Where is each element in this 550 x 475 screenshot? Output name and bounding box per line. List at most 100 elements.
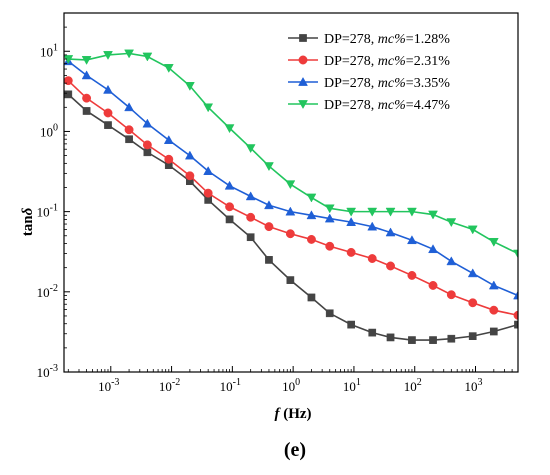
data-point (513, 249, 518, 259)
data-point (264, 162, 274, 172)
data-point (103, 84, 113, 94)
data-point (407, 235, 417, 245)
data-point (246, 233, 255, 242)
data-point (489, 305, 499, 315)
y-tick-label: 10-3 (37, 363, 58, 380)
data-point (184, 82, 195, 91)
data-point (385, 227, 396, 237)
x-tick-label: 10-1 (220, 377, 241, 394)
data-point (428, 281, 438, 290)
legend-marker (298, 76, 308, 86)
data-point (184, 150, 195, 160)
series-line (67, 93, 518, 341)
data-point (429, 336, 437, 344)
data-point (386, 333, 395, 342)
data-point (513, 290, 518, 300)
legend-marker (298, 100, 308, 110)
data-point (81, 56, 92, 65)
legend-entry: DP=278, mc%=2.31% (288, 54, 450, 69)
data-point (428, 210, 438, 220)
y-tick-label: 10-1 (37, 203, 58, 220)
data-point (245, 191, 256, 201)
data-point (446, 290, 456, 300)
x-tick-label: 10-2 (159, 377, 180, 394)
data-point (285, 206, 296, 216)
data-point (468, 332, 477, 340)
data-point (246, 212, 256, 222)
x-tick-label: 100 (282, 377, 300, 394)
data-point (489, 327, 498, 336)
data-point (64, 76, 73, 86)
data-point (103, 51, 113, 60)
data-point (163, 64, 174, 73)
x-axis-label: f (Hz) (274, 406, 311, 422)
data-point (264, 200, 274, 210)
series-3 (64, 56, 518, 300)
data-point (163, 135, 174, 144)
data-point (104, 121, 112, 129)
legend-entry: DP=278, mc%=4.47% (288, 98, 450, 113)
data-point (306, 193, 317, 203)
data-point (64, 90, 73, 99)
data-point (307, 293, 316, 302)
data-point (447, 334, 456, 343)
data-point (467, 268, 478, 278)
data-point (143, 148, 152, 157)
x-tick-label: 102 (404, 377, 422, 394)
y-tick-label: 101 (40, 42, 58, 59)
data-point (264, 222, 274, 232)
data-point (164, 154, 174, 164)
data-point (386, 261, 395, 271)
legend-marker (298, 55, 308, 65)
data-point (142, 52, 153, 62)
legend-entry: DP=278, mc%=3.35% (288, 76, 450, 91)
data-point (124, 102, 135, 112)
data-point (446, 256, 457, 266)
series-1 (64, 90, 518, 344)
ticks-layer: 10-3 10-2 10-1 100 101 102 103 10-3 10-2 10-1 100 1… (37, 26, 513, 394)
legend: DP=278, mc%=1.28% DP=278, mc%=2.31% DP=278… (288, 32, 450, 113)
x-tick-label: 10-3 (98, 377, 119, 394)
panel-label: (e) (284, 439, 306, 461)
data-point (346, 207, 357, 217)
data-point (467, 225, 478, 235)
plot-frame (63, 12, 519, 373)
data-point (124, 125, 134, 135)
data-point (185, 171, 195, 181)
data-point (446, 218, 457, 228)
legend-entry: DP=278, mc%=1.28% (288, 32, 450, 47)
data-point (125, 135, 133, 144)
data-point (81, 70, 92, 80)
x-tick-label: 103 (465, 377, 483, 394)
x-tick-label: 101 (343, 377, 361, 394)
data-point (265, 256, 273, 264)
data-point (225, 215, 234, 224)
series-2 (64, 76, 518, 320)
legend-label: DP=278, mc%=3.35% (324, 76, 450, 91)
y-axis-label: tanδ (20, 207, 36, 236)
data-point (142, 118, 153, 128)
legend-label: DP=278, mc%=1.28% (324, 32, 450, 47)
data-point (82, 107, 91, 115)
data-point (142, 140, 152, 150)
data-point (245, 144, 256, 154)
data-point (306, 210, 317, 220)
data-point (514, 320, 518, 329)
data-point (346, 247, 356, 257)
data-point (468, 298, 478, 308)
data-point (407, 270, 417, 280)
data-point (368, 328, 377, 337)
data-point (367, 221, 378, 231)
data-point (408, 336, 416, 344)
data-point (224, 180, 235, 190)
legend-marker (299, 34, 307, 42)
series-4 (64, 49, 518, 259)
data-point (346, 217, 357, 226)
data-point (225, 202, 235, 212)
data-point (224, 124, 235, 134)
data-point (203, 103, 214, 113)
data-point (324, 213, 335, 223)
data-point (488, 237, 499, 247)
data-point (325, 309, 334, 318)
